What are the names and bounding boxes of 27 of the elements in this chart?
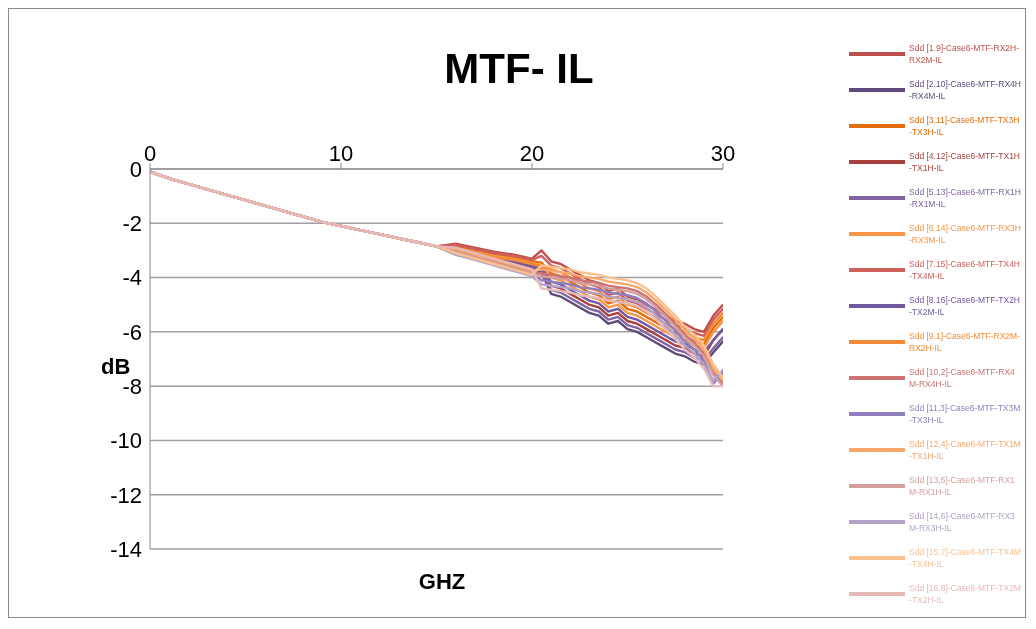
text: Sdd [4.12]-Case6-MTF-TX1H-TX1H-IL <box>909 150 1021 174</box>
text: Sdd [7.15]-Case6-MTF-TX4H-TX4M-IL <box>909 258 1021 282</box>
x-tick-label: 20 <box>519 141 545 166</box>
text: Sdd [9.1]-Case6-MTF-RX2M-RX2H-IL <box>909 330 1021 354</box>
y-tick-label: -14 <box>110 536 142 562</box>
text: Sdd [13,5]-Case6-MTF-RX1M-RX1H-IL <box>909 474 1016 498</box>
text: Sdd [5.13]-Case6-MTF-RX1H-RX1M-IL <box>909 186 1021 210</box>
text: Sdd [16,8]-Case6-MTF-TX2M-TX2H-IL <box>909 582 1021 606</box>
text: Sdd [8.16]-Case6-MTF-TX2H-TX2M-IL <box>909 294 1021 318</box>
y-tick-label: -4 <box>122 265 142 291</box>
y-tick-label: -6 <box>122 319 142 345</box>
text: Sdd [11,3]-Case6-MTF-TX3M-TX3H-IL <box>909 402 1021 426</box>
y-tick-label: -12 <box>110 482 142 508</box>
text: Sdd [3.11]-Case6-MTF-TX3H-TX3H-IL <box>909 114 1021 138</box>
y-tick-label: -10 <box>110 428 142 454</box>
x-axis-title: GHZ <box>417 569 467 595</box>
x-tick-label: 30 <box>710 141 736 166</box>
text: Sdd [2.10]-Case6-MTF-RX4H-RX4M-IL <box>909 78 1021 102</box>
y-tick-label: -2 <box>122 211 142 237</box>
text: Sdd [14,6]-Case6-MTF-RX3M-RX3H-IL <box>909 510 1016 534</box>
chart-title: MTF- IL <box>443 45 595 93</box>
text: Sdd [12,4]-Case6-MTF-TX1M-TX1H-IL <box>909 438 1021 462</box>
text: Sdd [10,2]-Case6-MTF-RX4M-RX4H-IL <box>909 366 1016 390</box>
text: Sdd [1.9]-Case6-MTF-RX2H-RX2M-IL <box>909 42 1021 66</box>
x-tick-label: 10 <box>328 141 354 166</box>
text: Sdd [15,7]-Case6-MTF-TX4M-TX4H-IL <box>909 546 1021 570</box>
text: Sdd [6.14]-Case6-MTF-RX3H-RX3M-IL <box>909 222 1021 246</box>
